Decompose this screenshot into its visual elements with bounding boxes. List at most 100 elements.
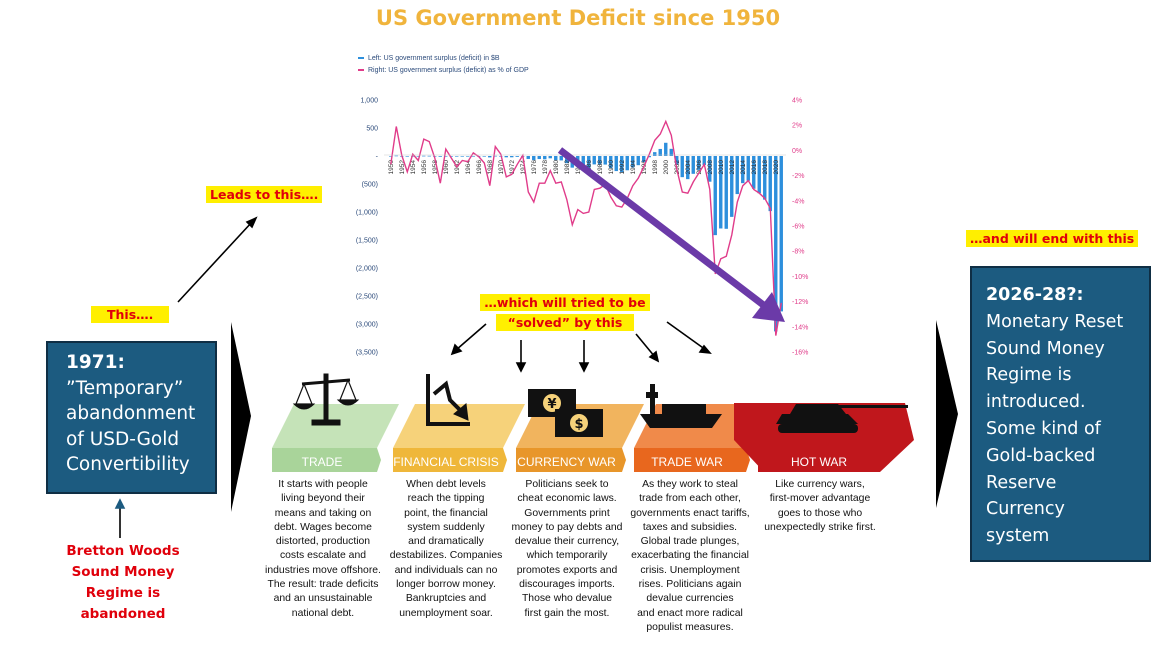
- stage-desc-line: trade from each other,: [639, 493, 741, 505]
- left-tick-label: (3,500): [356, 350, 378, 357]
- left-tick-label: (2,000): [356, 266, 378, 273]
- x-tick-label: 2002: [674, 160, 681, 175]
- deficit-bar: [488, 156, 492, 158]
- right-tick-label: -12%: [792, 299, 808, 306]
- stage-desc-line: and dramatically: [408, 536, 484, 548]
- x-tick-label: 1988: [597, 160, 604, 175]
- left-axis: 1,000 500 - (500) (1,000) (1,500) (2,000) (2,50…: [356, 98, 379, 357]
- deficit-bar: [389, 156, 393, 157]
- stage-desc-trade-war: As they work to steal trade from each oth…: [627, 478, 753, 635]
- deficit-bar: [548, 156, 552, 159]
- deficit-bar: [708, 156, 712, 182]
- deficit-bar: [394, 155, 398, 157]
- stage-desc-line: distorted, production: [275, 536, 371, 548]
- deficit-bar: [774, 156, 778, 332]
- x-tick-label: 2008: [707, 160, 714, 175]
- svg-text:$: $: [574, 417, 583, 432]
- deficit-bar: [581, 156, 585, 168]
- x-tick-label: 1966: [476, 160, 483, 175]
- chevron-right-icon: [231, 322, 251, 512]
- deficit-bar: [642, 156, 646, 162]
- deficit-bar: [713, 156, 717, 236]
- left-tick-label: (1,000): [356, 210, 378, 217]
- deficit-bar: [466, 156, 470, 157]
- stage-desc-line: industries move offshore.: [265, 564, 381, 576]
- stage-label-panel: [272, 448, 381, 472]
- stage-desc-line: system suddenly: [407, 521, 485, 533]
- x-tick-label: 1950: [388, 160, 395, 175]
- stage-desc-line: Those who devalue: [521, 593, 613, 605]
- stage-desc-line: destabilizes. Companies: [389, 550, 503, 562]
- x-tick-label: 2010: [718, 160, 725, 175]
- deficit-bar: [746, 156, 750, 181]
- right-tick-label: 4%: [792, 98, 802, 105]
- deficit-bar: [686, 156, 690, 180]
- left-tick-label: (500): [362, 182, 378, 189]
- deficit-bar: [471, 156, 475, 157]
- bretton-line: Sound Money: [71, 564, 175, 580]
- deficit-bar: [752, 156, 756, 189]
- x-tick-label: 2000: [663, 160, 670, 175]
- stage-desc-line: first gain the most.: [524, 607, 610, 619]
- stage-top-panel: [272, 404, 399, 448]
- x-tick-label: 1998: [652, 160, 659, 175]
- bretton-line: Bretton Woods: [66, 543, 180, 559]
- x-tick-label: 1976: [531, 160, 538, 175]
- deficit-bar: [757, 156, 761, 194]
- stage-icons: ¥$: [292, 373, 908, 437]
- bretton-woods-text: Bretton Woods Sound Money Regime is aban…: [50, 541, 196, 625]
- stage-desc-line: means and taking on: [274, 507, 372, 519]
- box-1971-year: 1971:: [66, 352, 125, 373]
- box-2026: 2026-28?: Monetary Reset Sound Money Reg…: [970, 266, 1151, 562]
- deficit-bar: [427, 155, 431, 157]
- x-tick-label: 1970: [498, 160, 505, 175]
- stage-desc-line: The result: trade deficits: [267, 579, 379, 591]
- stage-label-currency-war: CURRENCY WAR: [517, 455, 616, 469]
- annotation-this: This….: [91, 306, 170, 324]
- deficit-bar: [763, 156, 767, 200]
- stage-desc-line: living beyond their: [281, 493, 365, 505]
- stage-label-financial-crisis: FINANCIAL CRISIS: [393, 455, 499, 469]
- stage-desc-line: devalue their currency,: [514, 536, 620, 548]
- deficit-bar: [526, 156, 530, 159]
- trend-arrowhead-icon: [752, 292, 785, 322]
- deficit-bar: [444, 156, 448, 157]
- deficit-bar: [592, 156, 596, 165]
- deficit-bar: [620, 156, 624, 173]
- x-tick-label: 1994: [630, 160, 637, 175]
- left-tick-label: 1,000: [360, 98, 378, 105]
- box-2026-line: Gold-backed: [986, 445, 1096, 466]
- x-tick-label: 1978: [542, 160, 549, 175]
- box-2026-line: system: [986, 526, 1050, 547]
- deficit-bar: [515, 156, 519, 157]
- stage-desc-line: It starts with people: [278, 479, 368, 490]
- stage-desc-financial-crisis: When debt levels reach the tipping point, …: [387, 478, 505, 621]
- stage-desc-currency-war: Politicians seek to cheat economic laws. G…: [508, 478, 626, 621]
- stage-label-panel: [634, 448, 750, 472]
- annotation-solved: …which will tried to be “solved” by this: [470, 294, 660, 332]
- deficit-bar: [730, 156, 734, 217]
- x-tick-label: 2006: [696, 160, 703, 175]
- stage-desc-line: governments enact tariffs,: [630, 507, 750, 519]
- annotation-solved-line1: …which will tried to be: [480, 294, 650, 311]
- stage-desc-line: point, the financial: [404, 507, 488, 519]
- x-tick-label: 2016: [751, 160, 758, 175]
- stage-desc-line: unexpectedly strike first.: [764, 521, 876, 533]
- stage-desc-line: money to pay debts and: [511, 521, 623, 533]
- falling-chart-icon: [426, 374, 470, 426]
- legend-label-bars: Left: US government surplus (deficit) in…: [368, 55, 500, 62]
- stage-desc-line: As they work to steal: [642, 479, 738, 490]
- deficit-bar: [482, 156, 486, 157]
- connector-arrows: [114, 216, 712, 538]
- deficit-bar: [724, 156, 728, 229]
- box-1971-line: abandonment: [66, 403, 196, 424]
- stage-desc-line: unemployment soar.: [399, 607, 493, 619]
- right-tick-label: 2%: [792, 123, 802, 130]
- right-tick-label: -6%: [792, 224, 804, 231]
- deficit-bar: [680, 156, 684, 178]
- deficit-bar: [779, 156, 783, 312]
- stage-desc-line: and an unsustainable: [273, 593, 373, 605]
- stage-desc-line: costs escalate and: [279, 550, 367, 562]
- stage-desc-line: promotes exports and: [516, 564, 618, 576]
